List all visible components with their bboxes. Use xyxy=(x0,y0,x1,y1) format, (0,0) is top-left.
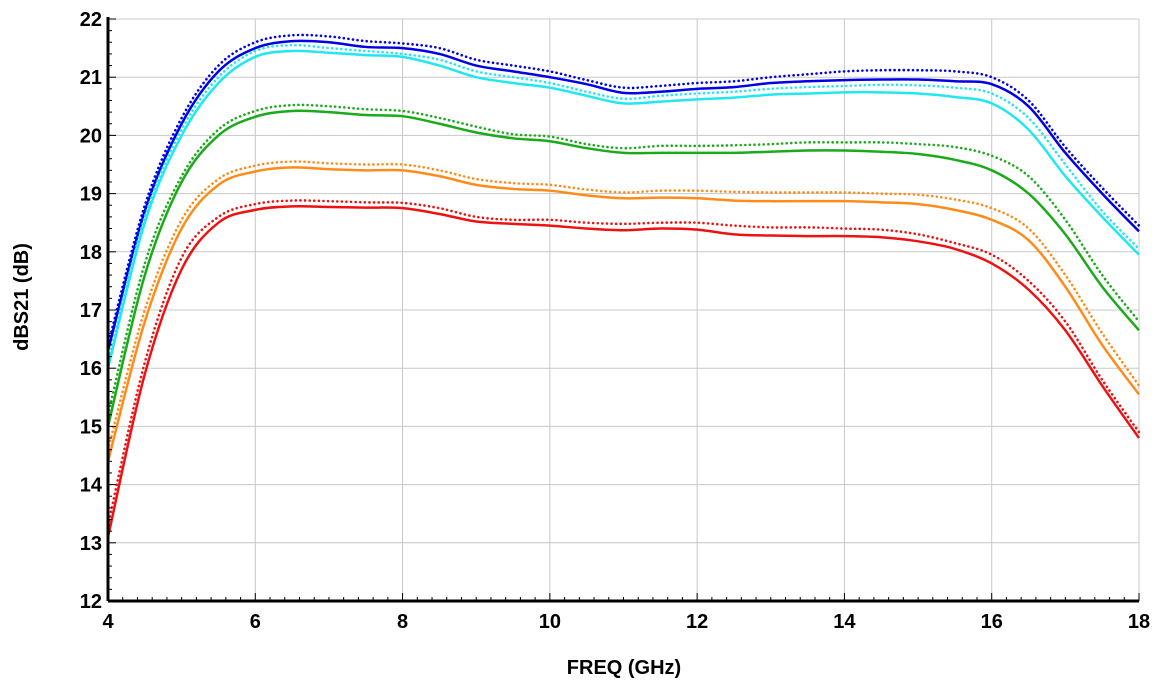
y-tick-label: 22 xyxy=(80,9,102,31)
axes xyxy=(106,17,1140,603)
x-axis-title: FREQ (GHz) xyxy=(567,657,681,679)
x-tick-label: 8 xyxy=(397,611,408,633)
x-tick-label: 6 xyxy=(250,611,261,633)
y-tick-label: 17 xyxy=(80,300,102,322)
series-line-10-solid xyxy=(106,205,1141,538)
y-tick-label: 18 xyxy=(80,242,102,264)
y-tick-label: 16 xyxy=(80,358,102,380)
x-tick-label: 12 xyxy=(686,611,708,633)
series-line-3-dotted xyxy=(106,43,1141,364)
x-tick-label: 4 xyxy=(102,611,114,633)
tick-labels: 4 6 8 10 12 14 16 18 12 13 14 15 16 17 18 19 20 21 22 xyxy=(80,9,1150,633)
y-tick-label: 21 xyxy=(80,67,102,89)
series-line-7-dotted xyxy=(106,160,1141,451)
y-tick-label: 15 xyxy=(80,416,102,438)
series-line-4-solid xyxy=(106,49,1140,369)
x-tick-label: 16 xyxy=(981,611,1003,633)
y-tick-label: 13 xyxy=(80,533,102,555)
series-line-2-solid xyxy=(106,39,1140,352)
series-line-1-dotted xyxy=(106,33,1141,347)
series-line-9-dotted xyxy=(106,199,1141,527)
series-lines xyxy=(106,33,1141,538)
y-tick-label: 12 xyxy=(80,591,102,613)
series-line-8-solid xyxy=(106,166,1141,462)
x-tick-label: 14 xyxy=(833,611,856,633)
x-tick-label: 10 xyxy=(539,611,561,633)
y-tick-label: 20 xyxy=(80,125,102,147)
x-tick-label: 18 xyxy=(1128,611,1150,633)
y-axis-title: dBS21 (dB) xyxy=(11,243,33,351)
y-tick-label: 19 xyxy=(80,184,102,206)
series-line-6-solid xyxy=(106,109,1140,427)
grid-lines xyxy=(108,18,1140,601)
y-tick-label: 14 xyxy=(80,475,103,497)
